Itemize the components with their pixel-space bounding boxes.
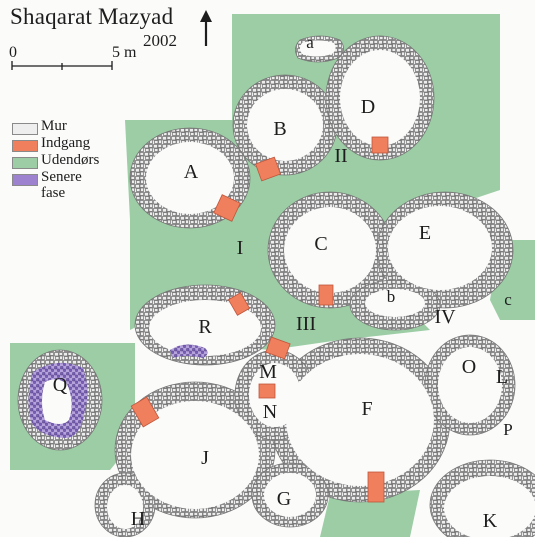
legend-item-entrance: Indgang	[12, 135, 140, 154]
legend-item-outdoor: Udendørs	[12, 152, 140, 171]
room-label-b: b	[386, 287, 396, 306]
room-label-G: G	[276, 488, 292, 510]
legend-label-outdoor: Udendørs	[41, 152, 100, 168]
legend-item-wall: Mur	[12, 118, 140, 137]
map-year: 2002	[143, 31, 177, 50]
room-label-C: C	[314, 233, 328, 255]
room-label-A: A	[183, 161, 199, 183]
room-label-P: P	[503, 420, 513, 439]
room-interiors	[32, 40, 535, 537]
legend-label-later-phase: Senere fase	[41, 169, 82, 201]
room-label-J: J	[201, 447, 209, 469]
scale-start-label: 0	[9, 44, 17, 61]
room-label-K: K	[482, 510, 498, 532]
room-label-M: M	[259, 361, 277, 383]
courtyard-label-III: III	[296, 313, 316, 335]
scale-end-label: 5 m	[112, 44, 137, 61]
wall-swatch	[12, 123, 38, 135]
courtyard-label-I: I	[236, 237, 244, 259]
entrance-swatch	[12, 140, 38, 152]
room-label-H: H	[130, 508, 146, 530]
north-arrow-icon	[200, 10, 212, 46]
entrances	[130, 136, 389, 503]
courtyard-label-II: II	[334, 145, 348, 167]
outdoor-swatch	[12, 157, 38, 169]
room-label-O: O	[461, 356, 477, 378]
room-label-L: L	[495, 366, 509, 388]
room-label-D: D	[360, 96, 376, 118]
later-phase-walls	[28, 344, 208, 438]
room-label-a: a	[306, 33, 314, 52]
scale-bar	[11, 61, 113, 70]
legend-item-later-phase: Senere fase	[12, 169, 140, 205]
later-phase-swatch	[12, 174, 38, 186]
legend-label-entrance: Indgang	[41, 135, 91, 151]
room-label-c: c	[504, 290, 512, 309]
room-label-R: R	[198, 316, 212, 338]
courtyard-label-IV: IV	[434, 306, 456, 328]
room-label-N: N	[262, 401, 278, 423]
room-label-B: B	[273, 118, 287, 140]
legend-label-wall: Mur	[41, 118, 67, 134]
room-label-Q: Q	[52, 374, 68, 396]
legend: Mur Indgang Udendørs Senere fase	[12, 118, 140, 205]
map-title: Shaqarat Mazyad	[10, 4, 174, 29]
room-label-E: E	[418, 222, 432, 244]
room-label-F: F	[361, 398, 373, 420]
